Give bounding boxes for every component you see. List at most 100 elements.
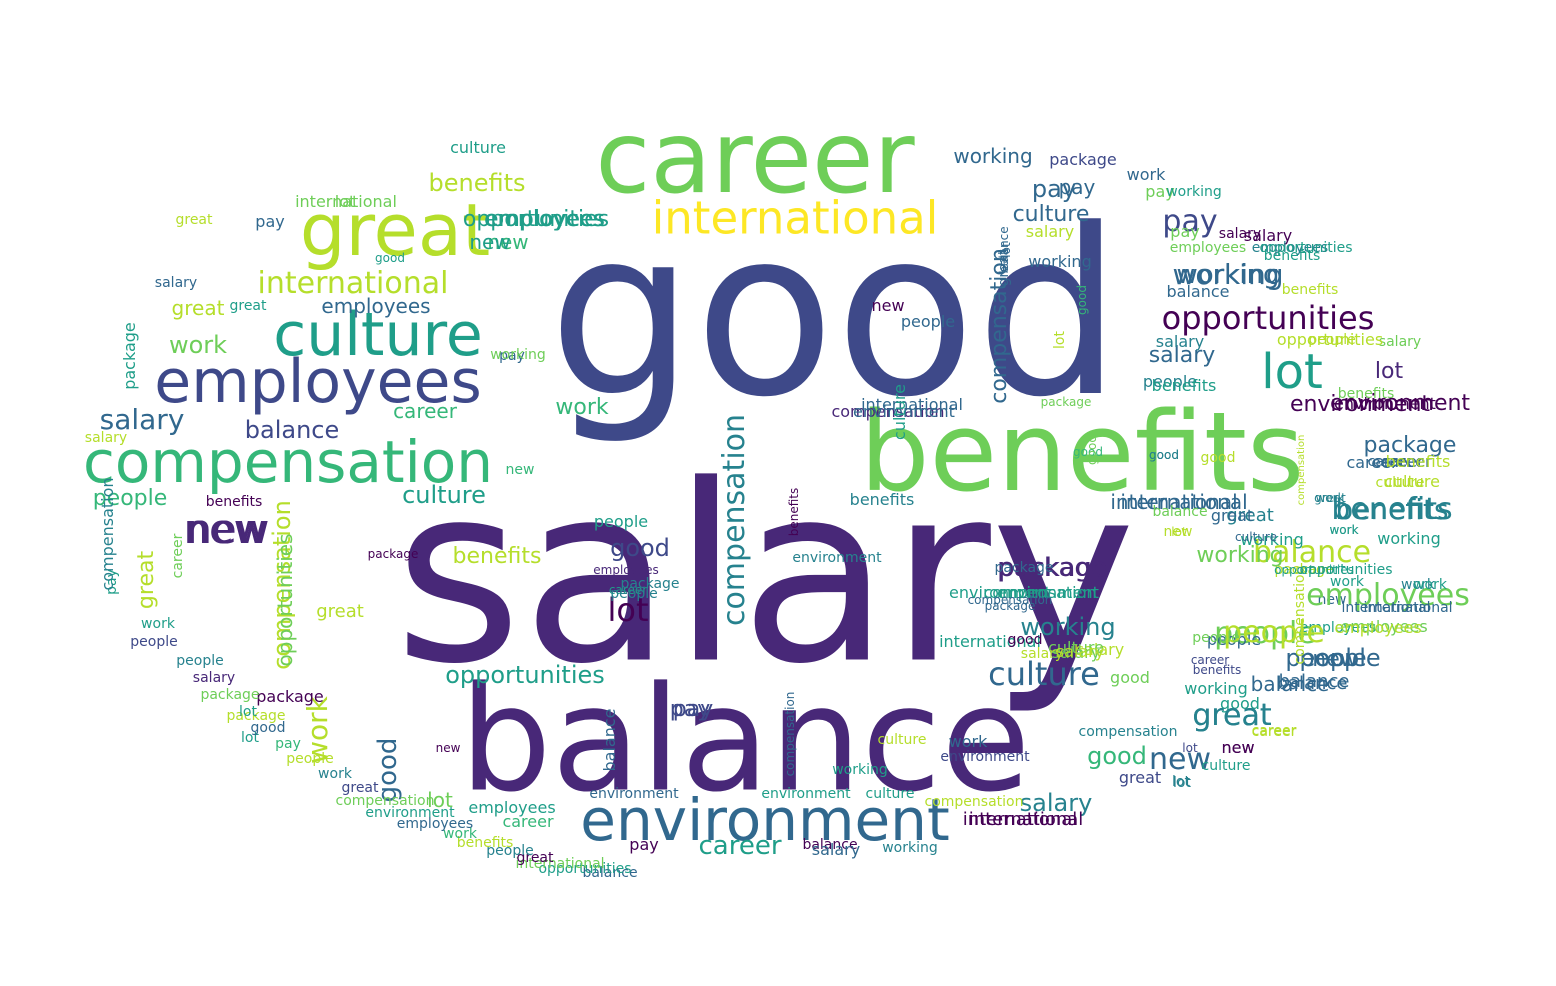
word-employees: employees	[396, 816, 474, 832]
word-career: career	[1251, 723, 1297, 739]
word-international: international	[968, 809, 1084, 830]
word-employees: employees	[483, 207, 605, 232]
word-package: package	[984, 599, 1036, 613]
word-working: working	[1028, 252, 1092, 271]
word-international: international	[962, 809, 1078, 830]
word-balance: balance	[1252, 535, 1372, 570]
word-opportunities: opportunities	[538, 861, 632, 877]
word-salary: salary	[1378, 334, 1422, 350]
word-compensation: compensation	[1078, 724, 1178, 740]
word-balance: balance	[1278, 671, 1350, 692]
word-people: people	[593, 512, 649, 531]
word-new: new	[1221, 738, 1255, 757]
word-salary: salary	[394, 432, 1136, 718]
word-working: working	[1240, 530, 1304, 549]
word-employees: employees	[154, 347, 482, 417]
word-work: work	[1315, 491, 1345, 505]
word-career: career	[1190, 653, 1230, 667]
word-opportunities: opportunities	[462, 207, 610, 232]
word-career: career	[608, 583, 648, 597]
word-compensation: compensation	[98, 477, 117, 591]
word-career: career	[1346, 453, 1398, 472]
word-environment: environment	[1334, 394, 1436, 413]
word-employees: employees	[1299, 620, 1377, 636]
word-working: working	[832, 762, 888, 778]
word-salary: salary	[154, 275, 198, 291]
word-international: international	[1341, 600, 1431, 616]
word-compensation: compensation	[967, 593, 1053, 607]
word-culture: culture	[1012, 202, 1090, 227]
word-great: great	[1314, 491, 1346, 505]
word-opportunities: opportunities	[1161, 299, 1375, 337]
word-lot: lot	[1172, 774, 1190, 790]
word-benefits: benefits	[1281, 282, 1339, 298]
word-lot: lot	[334, 192, 356, 211]
word-pay: pay	[1058, 175, 1096, 199]
word-environment: environment	[580, 786, 950, 854]
word-package: package	[998, 553, 1108, 583]
word-benefits: benefits	[1263, 248, 1321, 264]
word-working: working	[1176, 260, 1280, 290]
word-culture: culture	[1235, 530, 1277, 544]
word-new: new	[487, 230, 529, 254]
word-package: package	[367, 547, 419, 561]
word-environment: environment	[1329, 391, 1471, 416]
word-people: people	[1299, 644, 1381, 672]
word-benefits: benefits	[1385, 452, 1451, 471]
word-benefits: benefits	[859, 388, 1305, 516]
word-working: working	[953, 144, 1033, 168]
word-working: working	[1172, 258, 1284, 291]
word-balance: balance	[600, 708, 619, 772]
word-international: international	[515, 856, 605, 872]
word-great: great	[1226, 505, 1274, 526]
word-salary: salary	[1148, 343, 1216, 368]
word-great: great	[134, 550, 159, 610]
word-career: career	[595, 99, 915, 216]
word-salary: salary	[1075, 640, 1125, 659]
word-employees: employees	[1251, 240, 1329, 256]
word-new: new	[186, 507, 270, 553]
word-balance: balance	[1276, 673, 1348, 694]
word-lot: lot	[1374, 359, 1404, 384]
word-great: great	[1192, 698, 1272, 733]
word-good: good	[1149, 448, 1179, 462]
word-opportunities: opportunities	[1274, 563, 1354, 577]
word-environment: environment	[949, 583, 1051, 602]
word-great: great	[299, 188, 491, 272]
word-culture: culture	[1201, 758, 1251, 774]
word-benefits: benefits	[1331, 492, 1453, 527]
word-new: new	[1317, 592, 1347, 608]
word-package: package	[1363, 433, 1457, 458]
word-new: new	[1163, 524, 1193, 540]
word-salary: salary	[1051, 643, 1101, 662]
word-work: work	[1329, 523, 1359, 537]
word-great: great	[1192, 698, 1272, 733]
word-international: international	[257, 266, 449, 301]
word-great: great	[171, 296, 225, 320]
word-great: great	[516, 850, 554, 866]
word-working: working	[1377, 529, 1441, 548]
word-package: package	[997, 553, 1107, 583]
word-pay: pay	[275, 736, 301, 752]
word-opportunities: opportunities	[1299, 562, 1393, 578]
word-working: working	[490, 347, 546, 363]
word-working: working	[1020, 613, 1116, 641]
word-people: people	[610, 586, 658, 602]
word-pay: pay	[672, 697, 714, 722]
word-package: package	[1274, 562, 1334, 578]
word-employees: employees	[1334, 618, 1422, 637]
word-benefits: benefits	[1151, 376, 1217, 395]
word-employees: employees	[593, 563, 659, 577]
word-environment: environment	[792, 550, 882, 566]
word-good: good	[1200, 450, 1236, 466]
word-employees: employees	[321, 294, 431, 318]
word-salary: salary	[1020, 646, 1064, 662]
word-good: good	[548, 181, 1122, 448]
word-work: work	[141, 616, 175, 632]
word-good: good	[1087, 742, 1147, 770]
word-pay: pay	[629, 835, 659, 854]
word-employees: employees	[1169, 240, 1247, 256]
word-salary: salary	[1019, 789, 1093, 817]
word-new: new	[183, 507, 267, 553]
